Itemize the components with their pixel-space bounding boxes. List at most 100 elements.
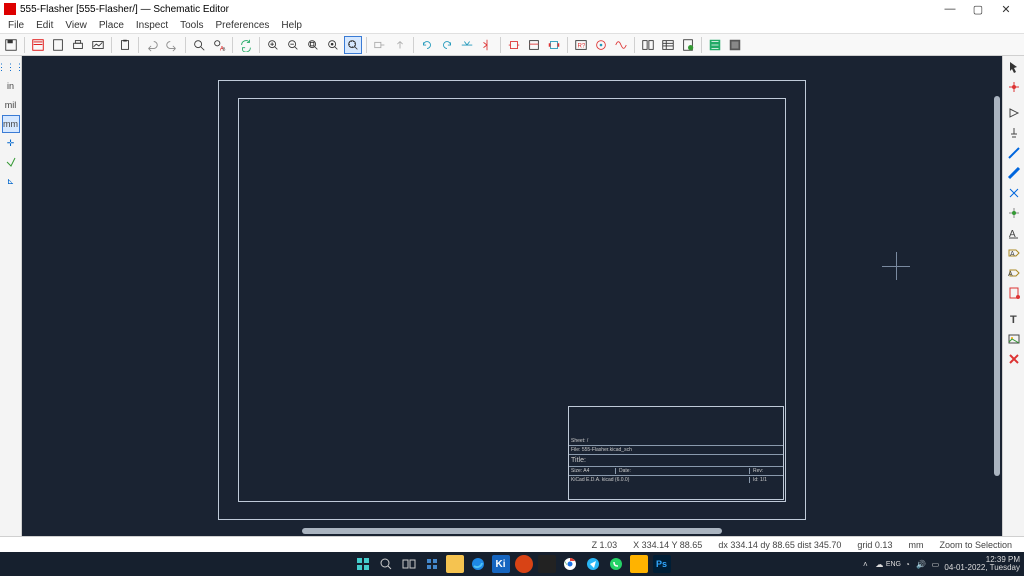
battery-icon[interactable]: ▭ [930, 559, 940, 569]
print-icon[interactable] [69, 36, 87, 54]
menu-tools[interactable]: Tools [174, 20, 209, 31]
hidden-pins-icon[interactable] [2, 153, 20, 171]
cursor-style-icon[interactable]: ✛ [2, 134, 20, 152]
add-hier-label-icon[interactable]: A [1005, 264, 1023, 282]
zoom-selection-icon[interactable] [344, 36, 362, 54]
unit-mil-button[interactable]: mil [2, 96, 20, 114]
undo-icon[interactable] [143, 36, 161, 54]
simulator-icon[interactable] [612, 36, 630, 54]
svg-text:B: B [223, 46, 226, 51]
find-replace-icon[interactable]: AB [210, 36, 228, 54]
menu-edit[interactable]: Edit [30, 20, 59, 31]
widgets-icon[interactable] [423, 555, 441, 573]
add-text-icon[interactable]: T [1005, 310, 1023, 328]
statusbar: Z 1.03 X 334.14 Y 88.65 dx 334.14 dy 88.… [0, 536, 1024, 552]
close-button[interactable]: ✕ [992, 3, 1020, 16]
delete-icon[interactable] [1005, 350, 1023, 368]
mirror-v-icon[interactable] [458, 36, 476, 54]
language-icon[interactable]: ENG [888, 559, 898, 569]
onedrive-icon[interactable]: ☁ [874, 559, 884, 569]
zoom-obj-icon[interactable] [324, 36, 342, 54]
menu-file[interactable]: File [2, 20, 30, 31]
minimize-button[interactable]: — [936, 3, 964, 15]
vertical-scrollbar[interactable] [994, 96, 1000, 476]
add-bus-icon[interactable] [1005, 164, 1023, 182]
taskview-icon[interactable] [400, 555, 418, 573]
symbol-fields-icon[interactable] [659, 36, 677, 54]
schematic-settings-icon[interactable] [29, 36, 47, 54]
menu-help[interactable]: Help [275, 20, 308, 31]
start-button[interactable] [354, 555, 372, 573]
select-tool-icon[interactable] [1005, 58, 1023, 76]
rotate-ccw-icon[interactable] [418, 36, 436, 54]
refresh-icon[interactable] [237, 36, 255, 54]
unit-in-button[interactable]: in [2, 77, 20, 95]
clock[interactable]: 12:39 PM 04-01-2022, Tuesday [944, 556, 1020, 572]
find-icon[interactable] [190, 36, 208, 54]
redo-icon[interactable] [163, 36, 181, 54]
search-icon[interactable] [377, 555, 395, 573]
mirror-h-icon[interactable] [478, 36, 496, 54]
zoom-in-icon[interactable] [264, 36, 282, 54]
erc-icon[interactable] [592, 36, 610, 54]
edge-icon[interactable] [469, 555, 487, 573]
toggle-lines-icon[interactable]: ⊾ [2, 172, 20, 190]
terminal-icon[interactable] [538, 555, 556, 573]
menu-inspect[interactable]: Inspect [130, 20, 174, 31]
assign-footprints-icon[interactable] [639, 36, 657, 54]
footprint-editor-icon[interactable] [545, 36, 563, 54]
volume-icon[interactable]: 🔊 [916, 559, 926, 569]
add-global-label-icon[interactable]: A [1005, 244, 1023, 262]
svg-text:R?: R? [578, 42, 586, 49]
menu-preferences[interactable]: Preferences [209, 20, 275, 31]
add-label-icon[interactable]: A [1005, 224, 1023, 242]
menu-view[interactable]: View [59, 20, 93, 31]
add-noconnect-icon[interactable] [1005, 184, 1023, 202]
pcb-editor-icon[interactable] [706, 36, 724, 54]
nav-up-icon[interactable] [391, 36, 409, 54]
add-sheet-icon[interactable] [1005, 284, 1023, 302]
paste-icon[interactable] [116, 36, 134, 54]
photoshop-icon[interactable]: Ps [653, 555, 671, 573]
schematic-canvas[interactable]: Sheet: / File: 555-Flasher.kicad_sch Tit… [22, 56, 1002, 536]
save-icon[interactable] [2, 36, 20, 54]
symbol-editor-icon[interactable] [505, 36, 523, 54]
nav-back-icon[interactable] [371, 36, 389, 54]
add-power-icon[interactable] [1005, 124, 1023, 142]
board-setup-icon[interactable] [726, 36, 744, 54]
app-icon-1[interactable] [515, 555, 533, 573]
main-toolbar: AB R? [0, 34, 1024, 56]
menu-place[interactable]: Place [93, 20, 130, 31]
rotate-cw-icon[interactable] [438, 36, 456, 54]
explorer-icon[interactable] [446, 555, 464, 573]
zoom-out-icon[interactable] [284, 36, 302, 54]
add-junction-icon[interactable] [1005, 204, 1023, 222]
grid-toggle-icon[interactable]: ⋮⋮⋮ [2, 58, 20, 76]
folder-icon[interactable] [630, 555, 648, 573]
wifi-icon[interactable]: ◔ [902, 559, 912, 569]
horizontal-scrollbar[interactable] [302, 528, 722, 534]
app-icon [4, 3, 16, 15]
plot-icon[interactable] [89, 36, 107, 54]
whatsapp-icon[interactable] [607, 555, 625, 573]
add-wire-icon[interactable] [1005, 144, 1023, 162]
add-symbol-icon[interactable] [1005, 104, 1023, 122]
tray-chevron-icon[interactable]: ˄ [860, 559, 870, 569]
telegram-icon[interactable] [584, 555, 602, 573]
zoom-fit-icon[interactable] [304, 36, 322, 54]
titleblock-title: Title: [571, 457, 586, 464]
status-zoom[interactable]: Zoom to Selection [931, 540, 1020, 550]
menubar: File Edit View Place Inspect Tools Prefe… [0, 18, 1024, 34]
symbol-browser-icon[interactable] [525, 36, 543, 54]
chrome-icon[interactable] [561, 555, 579, 573]
highlight-net-icon[interactable] [1005, 78, 1023, 96]
unit-mm-button[interactable]: mm [2, 115, 20, 133]
annotate-icon[interactable]: R? [572, 36, 590, 54]
add-image-icon[interactable] [1005, 330, 1023, 348]
kicad-icon[interactable]: Ki [492, 555, 510, 573]
status-grid[interactable]: grid 0.13 [849, 540, 900, 550]
maximize-button[interactable]: ▢ [964, 3, 992, 16]
bom-icon[interactable] [679, 36, 697, 54]
status-unit[interactable]: mm [900, 540, 931, 550]
page-settings-icon[interactable] [49, 36, 67, 54]
